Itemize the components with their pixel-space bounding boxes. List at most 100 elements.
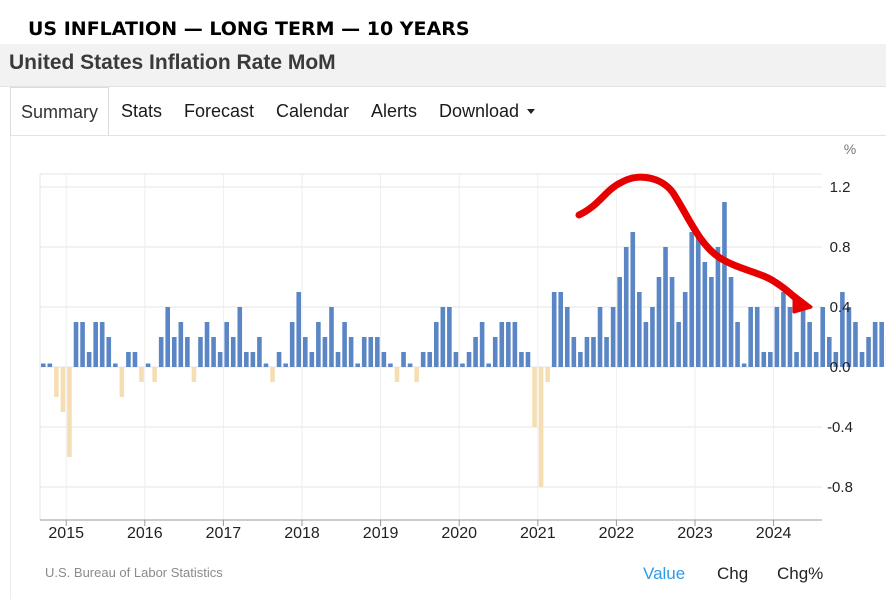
bar[interactable]: [145, 363, 151, 368]
bar[interactable]: [283, 363, 288, 368]
view-value-link[interactable]: Value: [643, 564, 686, 583]
bar[interactable]: [597, 307, 603, 367]
bar[interactable]: [486, 363, 491, 368]
bar[interactable]: [257, 337, 262, 367]
bar[interactable]: [591, 337, 596, 367]
bar[interactable]: [479, 322, 485, 367]
bar[interactable]: [610, 307, 616, 367]
bar[interactable]: [348, 337, 354, 367]
bar[interactable]: [106, 337, 112, 367]
bar[interactable]: [840, 292, 845, 367]
bar[interactable]: [381, 352, 387, 367]
bar[interactable]: [93, 322, 98, 367]
tab-calendar[interactable]: Calendar: [276, 101, 350, 121]
bar[interactable]: [794, 352, 799, 367]
bar[interactable]: [276, 352, 282, 367]
bar[interactable]: [722, 202, 727, 367]
bar[interactable]: [427, 352, 433, 367]
bar[interactable]: [774, 307, 780, 367]
bar[interactable]: [787, 307, 793, 367]
bar[interactable]: [217, 352, 223, 367]
view-chg-percent-link[interactable]: Chg%: [777, 564, 824, 583]
bar[interactable]: [119, 367, 125, 397]
bar[interactable]: [420, 352, 426, 367]
bar[interactable]: [637, 292, 642, 367]
bar[interactable]: [401, 352, 406, 367]
bar[interactable]: [329, 307, 334, 367]
bar[interactable]: [289, 322, 295, 367]
bar[interactable]: [512, 322, 518, 367]
bar[interactable]: [191, 367, 197, 382]
bar[interactable]: [584, 337, 590, 367]
bar[interactable]: [211, 337, 216, 367]
bar[interactable]: [322, 337, 328, 367]
bar[interactable]: [735, 322, 740, 367]
bar[interactable]: [407, 363, 413, 368]
tab-download[interactable]: Download: [439, 87, 536, 135]
bar[interactable]: [676, 322, 681, 367]
bar[interactable]: [532, 367, 537, 427]
bar[interactable]: [460, 363, 465, 368]
bar[interactable]: [853, 322, 858, 367]
bar[interactable]: [650, 307, 655, 367]
bar[interactable]: [185, 337, 190, 367]
bar[interactable]: [833, 352, 839, 367]
bar[interactable]: [60, 367, 66, 412]
bar[interactable]: [781, 292, 786, 367]
tab-summary[interactable]: Summary: [10, 87, 110, 136]
bar[interactable]: [230, 337, 236, 367]
bar[interactable]: [499, 322, 505, 367]
bar[interactable]: [244, 352, 249, 367]
bar[interactable]: [440, 307, 446, 367]
bar[interactable]: [754, 307, 760, 367]
bar[interactable]: [270, 367, 275, 382]
bar[interactable]: [545, 367, 550, 382]
bar[interactable]: [617, 277, 622, 367]
bar[interactable]: [813, 352, 819, 367]
bar[interactable]: [715, 247, 721, 367]
bar[interactable]: [506, 322, 511, 367]
tab-forecast[interactable]: Forecast: [184, 101, 255, 121]
bar[interactable]: [171, 337, 177, 367]
bar[interactable]: [702, 262, 708, 367]
bar[interactable]: [263, 363, 269, 368]
bar[interactable]: [342, 322, 347, 367]
bar[interactable]: [152, 367, 157, 382]
bar[interactable]: [820, 307, 826, 367]
bar[interactable]: [67, 367, 72, 457]
bar[interactable]: [158, 337, 164, 367]
bar[interactable]: [656, 277, 662, 367]
tab-stats[interactable]: Stats: [121, 101, 163, 121]
bar[interactable]: [492, 337, 498, 367]
bar[interactable]: [296, 292, 302, 367]
bar[interactable]: [132, 352, 138, 367]
bar[interactable]: [643, 322, 649, 367]
bar[interactable]: [86, 352, 92, 367]
bar[interactable]: [728, 277, 734, 367]
bar[interactable]: [54, 367, 59, 397]
bar[interactable]: [519, 352, 524, 367]
bar[interactable]: [447, 307, 452, 367]
bar[interactable]: [879, 322, 884, 367]
bar[interactable]: [237, 307, 243, 367]
bar[interactable]: [663, 247, 668, 367]
bar[interactable]: [558, 292, 564, 367]
bar[interactable]: [695, 232, 701, 367]
bar[interactable]: [47, 363, 53, 368]
bar[interactable]: [866, 337, 871, 367]
bar[interactable]: [414, 367, 419, 382]
bar[interactable]: [316, 322, 321, 367]
bar[interactable]: [368, 337, 374, 367]
bar[interactable]: [859, 352, 865, 367]
bar[interactable]: [826, 337, 832, 367]
bar[interactable]: [538, 367, 544, 487]
bar[interactable]: [525, 352, 531, 367]
bar[interactable]: [709, 277, 714, 367]
bar[interactable]: [768, 352, 773, 367]
bar[interactable]: [807, 322, 812, 367]
bar[interactable]: [126, 352, 131, 367]
bar[interactable]: [361, 337, 367, 367]
bar[interactable]: [139, 367, 144, 382]
bar[interactable]: [165, 307, 171, 367]
bar[interactable]: [564, 307, 570, 367]
